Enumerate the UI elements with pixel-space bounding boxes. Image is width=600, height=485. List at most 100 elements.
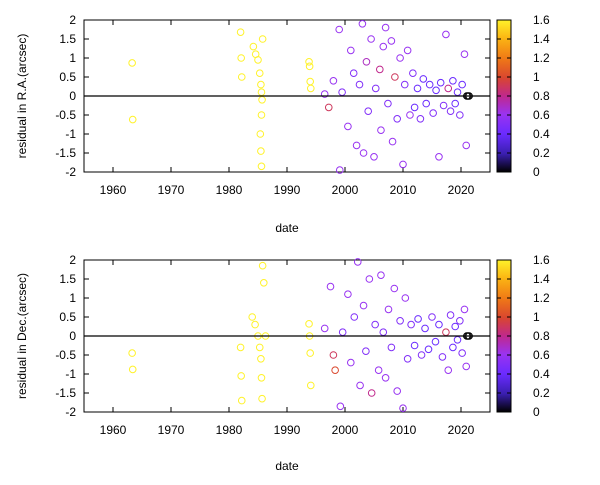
colorbar-tick-label: 0.6	[533, 348, 550, 362]
data-point	[432, 86, 440, 95]
data-point	[456, 111, 464, 119]
data-point	[460, 50, 469, 59]
x-tick-label: 2000	[332, 183, 359, 197]
data-point	[305, 62, 314, 71]
data-point	[451, 322, 460, 331]
data-point	[371, 84, 380, 93]
data-point	[458, 349, 466, 357]
dec-y-axis-ticks: -2 -1.5 -1 -0.5 0 0.5 1 1.5 2	[55, 253, 490, 419]
data-point	[396, 54, 404, 62]
data-point	[355, 80, 364, 89]
data-point	[388, 137, 397, 146]
data-point	[356, 381, 364, 390]
data-point	[306, 84, 315, 93]
data-point	[384, 305, 393, 314]
data-point	[379, 42, 388, 51]
data-point	[453, 336, 462, 344]
data-point	[350, 313, 359, 321]
data-point	[365, 275, 374, 283]
y-tick-label: 0	[69, 89, 76, 103]
data-point	[306, 349, 315, 357]
data-point	[446, 311, 455, 319]
data-point	[257, 88, 266, 96]
data-point	[352, 141, 361, 150]
data-point	[237, 73, 246, 81]
data-point	[305, 320, 313, 328]
data-point	[359, 149, 368, 157]
dec-y-axis-label: residual in Dec.(arcsec)	[15, 273, 29, 399]
colorbar-tick-label: 0	[533, 405, 540, 419]
data-point	[438, 353, 447, 361]
ra-y-axis-ticks: -2 -1.5 -1 -0.5 0 0.5 1 1.5 2	[55, 13, 490, 179]
x-tick-label: 1980	[216, 423, 243, 437]
x-tick-label: 1970	[158, 183, 185, 197]
data-point	[390, 284, 399, 293]
data-point	[331, 366, 339, 375]
data-point	[413, 84, 422, 93]
data-point	[379, 328, 388, 337]
data-point	[416, 115, 425, 123]
data-point	[255, 69, 264, 77]
data-point	[393, 115, 402, 123]
data-point	[425, 80, 434, 89]
data-point	[347, 358, 355, 367]
data-point	[258, 261, 267, 270]
data-point	[260, 279, 268, 287]
data-point	[414, 315, 422, 323]
data-point	[256, 130, 265, 138]
ra-residual-panel: -2 -1.5 -1 -0.5 0 0.5 1 1.5 2 1960 1970 1980 1990 20…	[15, 13, 550, 235]
x-tick-label: 1970	[158, 423, 185, 437]
ra-x-axis-label: date	[275, 221, 299, 235]
data-point	[249, 42, 258, 51]
y-tick-label: -0.5	[55, 108, 76, 122]
data-point	[387, 37, 396, 45]
dec-x-axis-ticks: 1960 1970 1980 1990 2000 2010 2020	[100, 260, 475, 437]
x-tick-label: 2020	[448, 423, 475, 437]
y-tick-label: -1	[65, 367, 76, 381]
colorbar-tick-label: 1	[533, 70, 540, 84]
data-point	[236, 28, 245, 36]
data-point	[248, 313, 256, 321]
dec-x-axis-label: date	[275, 459, 299, 473]
data-point	[358, 20, 367, 28]
data-point	[381, 374, 390, 382]
data-point	[444, 84, 453, 93]
colorbar-tick-label: 1.4	[533, 272, 550, 286]
data-point	[306, 381, 315, 390]
x-tick-label: 1990	[274, 423, 301, 437]
data-point	[359, 301, 368, 310]
data-point	[421, 324, 429, 333]
data-point	[236, 343, 245, 352]
data-point	[435, 320, 443, 329]
data-point	[431, 337, 440, 346]
data-point	[442, 328, 450, 337]
data-point	[417, 351, 426, 359]
colorbar-tick-label: 0.6	[533, 108, 550, 122]
data-point	[410, 341, 419, 350]
y-tick-label: -1	[65, 127, 76, 141]
dec-residual-panel: -2 -1.5 -1 -0.5 0 0.5 1 1.5 2 1960 1970 1980 1990 20…	[15, 253, 550, 473]
data-point	[384, 99, 392, 108]
data-point	[462, 362, 471, 371]
data-point	[403, 46, 412, 55]
data-point	[371, 320, 379, 329]
data-point	[409, 69, 417, 77]
dec-colorbar-ticks: 0 0.2 0.4 0.6 0.8 1 1.2 1.4 1.6	[497, 253, 550, 419]
data-point	[258, 35, 267, 43]
data-point	[456, 317, 464, 325]
x-tick-label: 2010	[390, 183, 417, 197]
x-tick-label: 2000	[332, 423, 359, 437]
data-point	[436, 78, 445, 87]
data-point	[462, 141, 471, 150]
data-point	[344, 122, 352, 131]
data-point	[424, 345, 433, 354]
data-point	[419, 75, 428, 83]
data-point	[344, 290, 352, 299]
dec-data-points	[128, 258, 473, 413]
data-point	[401, 294, 410, 302]
colorbar-tick-label: 0	[533, 165, 540, 179]
data-point	[257, 111, 266, 119]
data-point	[377, 271, 385, 280]
y-tick-label: -0.5	[55, 348, 76, 362]
